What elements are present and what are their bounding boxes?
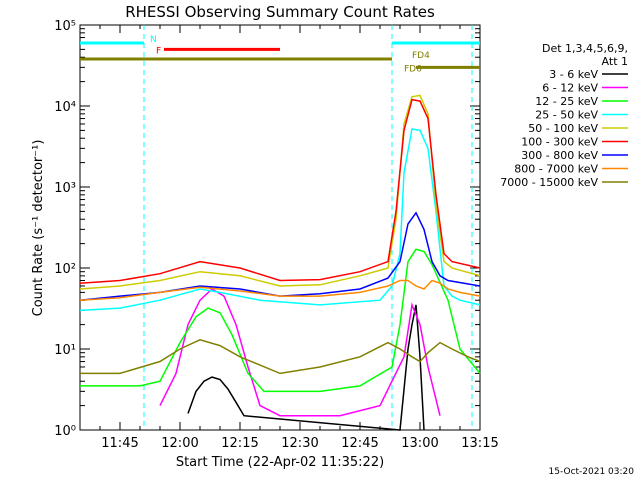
x-tick-label: 12:00 [161, 436, 198, 451]
x-tick-label: 12:15 [221, 436, 258, 451]
x-tick-label: 12:30 [281, 436, 318, 451]
y-tick-label: 10² [54, 262, 76, 277]
y-tick-label: 10⁴ [54, 100, 76, 115]
series-line-8 [80, 339, 481, 375]
legend-entry-label: 300 - 800 keV [521, 149, 598, 162]
y-tick-label: 10⁰ [54, 424, 76, 439]
legend-header: Det 1,3,4,5,6,9, [542, 42, 628, 55]
flag-label: FD6 [404, 64, 422, 74]
footer-timestamp: 15-Oct-2021 03:20 [549, 467, 635, 477]
x-tick-label: 13:00 [401, 436, 438, 451]
axis-ticks: 11:45 12:00 12:15 12:30 12:45 13:00 13:15 10⁰ 10… [54, 19, 499, 451]
y-tick-label: 10³ [54, 181, 76, 196]
series-line-6 [79, 211, 481, 301]
series-line-4 [79, 94, 481, 290]
legend-entry-label: 7000 - 15000 keV [500, 176, 598, 189]
y-axis-label: Count Rate (s⁻¹ detector⁻¹) [31, 140, 46, 317]
chart-title: RHESSI Observing Summary Count Rates [125, 3, 435, 21]
legend-entry-label: 100 - 300 keV [521, 136, 598, 149]
legend-entry-label: 6 - 12 keV [542, 82, 598, 95]
y-tick-label: 10¹ [54, 343, 76, 358]
series-line-7 [79, 279, 481, 301]
x-tick-label: 12:45 [341, 436, 378, 451]
x-tick-label: 11:45 [101, 436, 138, 451]
legend-entry-label: 3 - 6 keV [549, 68, 598, 81]
series-line-1 [159, 288, 441, 417]
flag-label: N [150, 35, 157, 45]
legend-entry-label: 50 - 100 keV [528, 122, 598, 135]
flag-label: F [156, 46, 161, 56]
series-line-5 [79, 98, 481, 284]
x-axis-label: Start Time (22-Apr-02 11:35:22) [176, 455, 384, 470]
flag-label: FD4 [412, 51, 430, 61]
legend-entry-label: 800 - 7000 keV [514, 163, 598, 176]
y-tick-label: 10⁵ [54, 19, 76, 34]
legend-entry-label: 25 - 50 keV [535, 109, 598, 122]
series-lines [79, 94, 481, 431]
flag-bars: NF FD4 FD6 [80, 35, 480, 74]
series-line-2 [80, 248, 481, 393]
legend-entry-label: 12 - 25 keV [535, 95, 598, 108]
series-line-0 [187, 304, 425, 431]
x-tick-label: 13:15 [461, 436, 498, 451]
legend-header: Att 1 [602, 55, 628, 68]
